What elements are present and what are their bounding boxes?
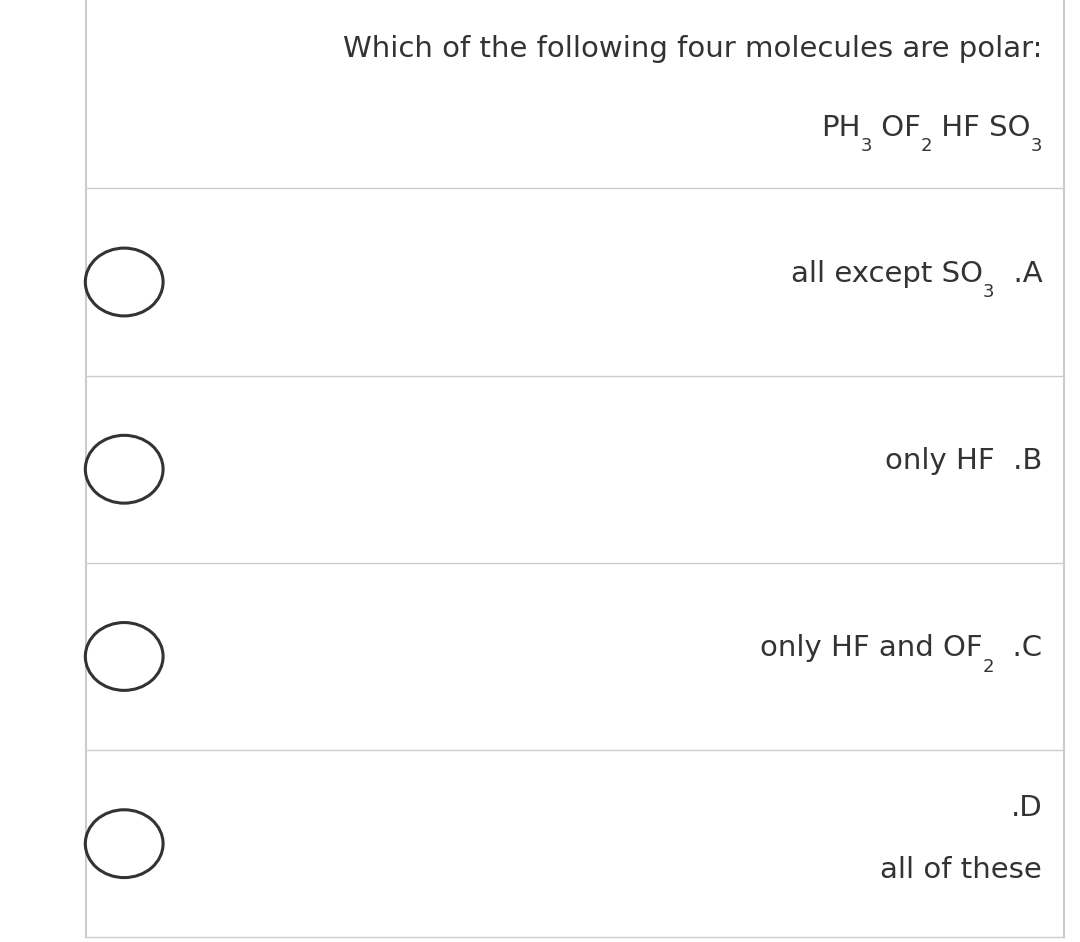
Text: OF: OF <box>872 114 920 141</box>
Text: all except SO: all except SO <box>791 260 983 288</box>
Text: only HF  .B: only HF .B <box>885 447 1042 475</box>
Text: .D: .D <box>1011 794 1042 821</box>
Text: 3: 3 <box>983 284 995 301</box>
Text: 2: 2 <box>983 658 994 675</box>
Text: 3: 3 <box>861 137 872 154</box>
Text: 2: 2 <box>920 137 932 154</box>
Text: all of these: all of these <box>880 856 1042 884</box>
Text: only HF and OF: only HF and OF <box>760 635 983 662</box>
Text: Which of the following four molecules are polar:: Which of the following four molecules ar… <box>342 35 1042 63</box>
Text: HF SO: HF SO <box>932 114 1030 141</box>
Text: .C: .C <box>994 635 1042 662</box>
Text: PH: PH <box>821 114 861 141</box>
Text: 3: 3 <box>1030 137 1042 154</box>
Text: .A: .A <box>995 260 1042 288</box>
